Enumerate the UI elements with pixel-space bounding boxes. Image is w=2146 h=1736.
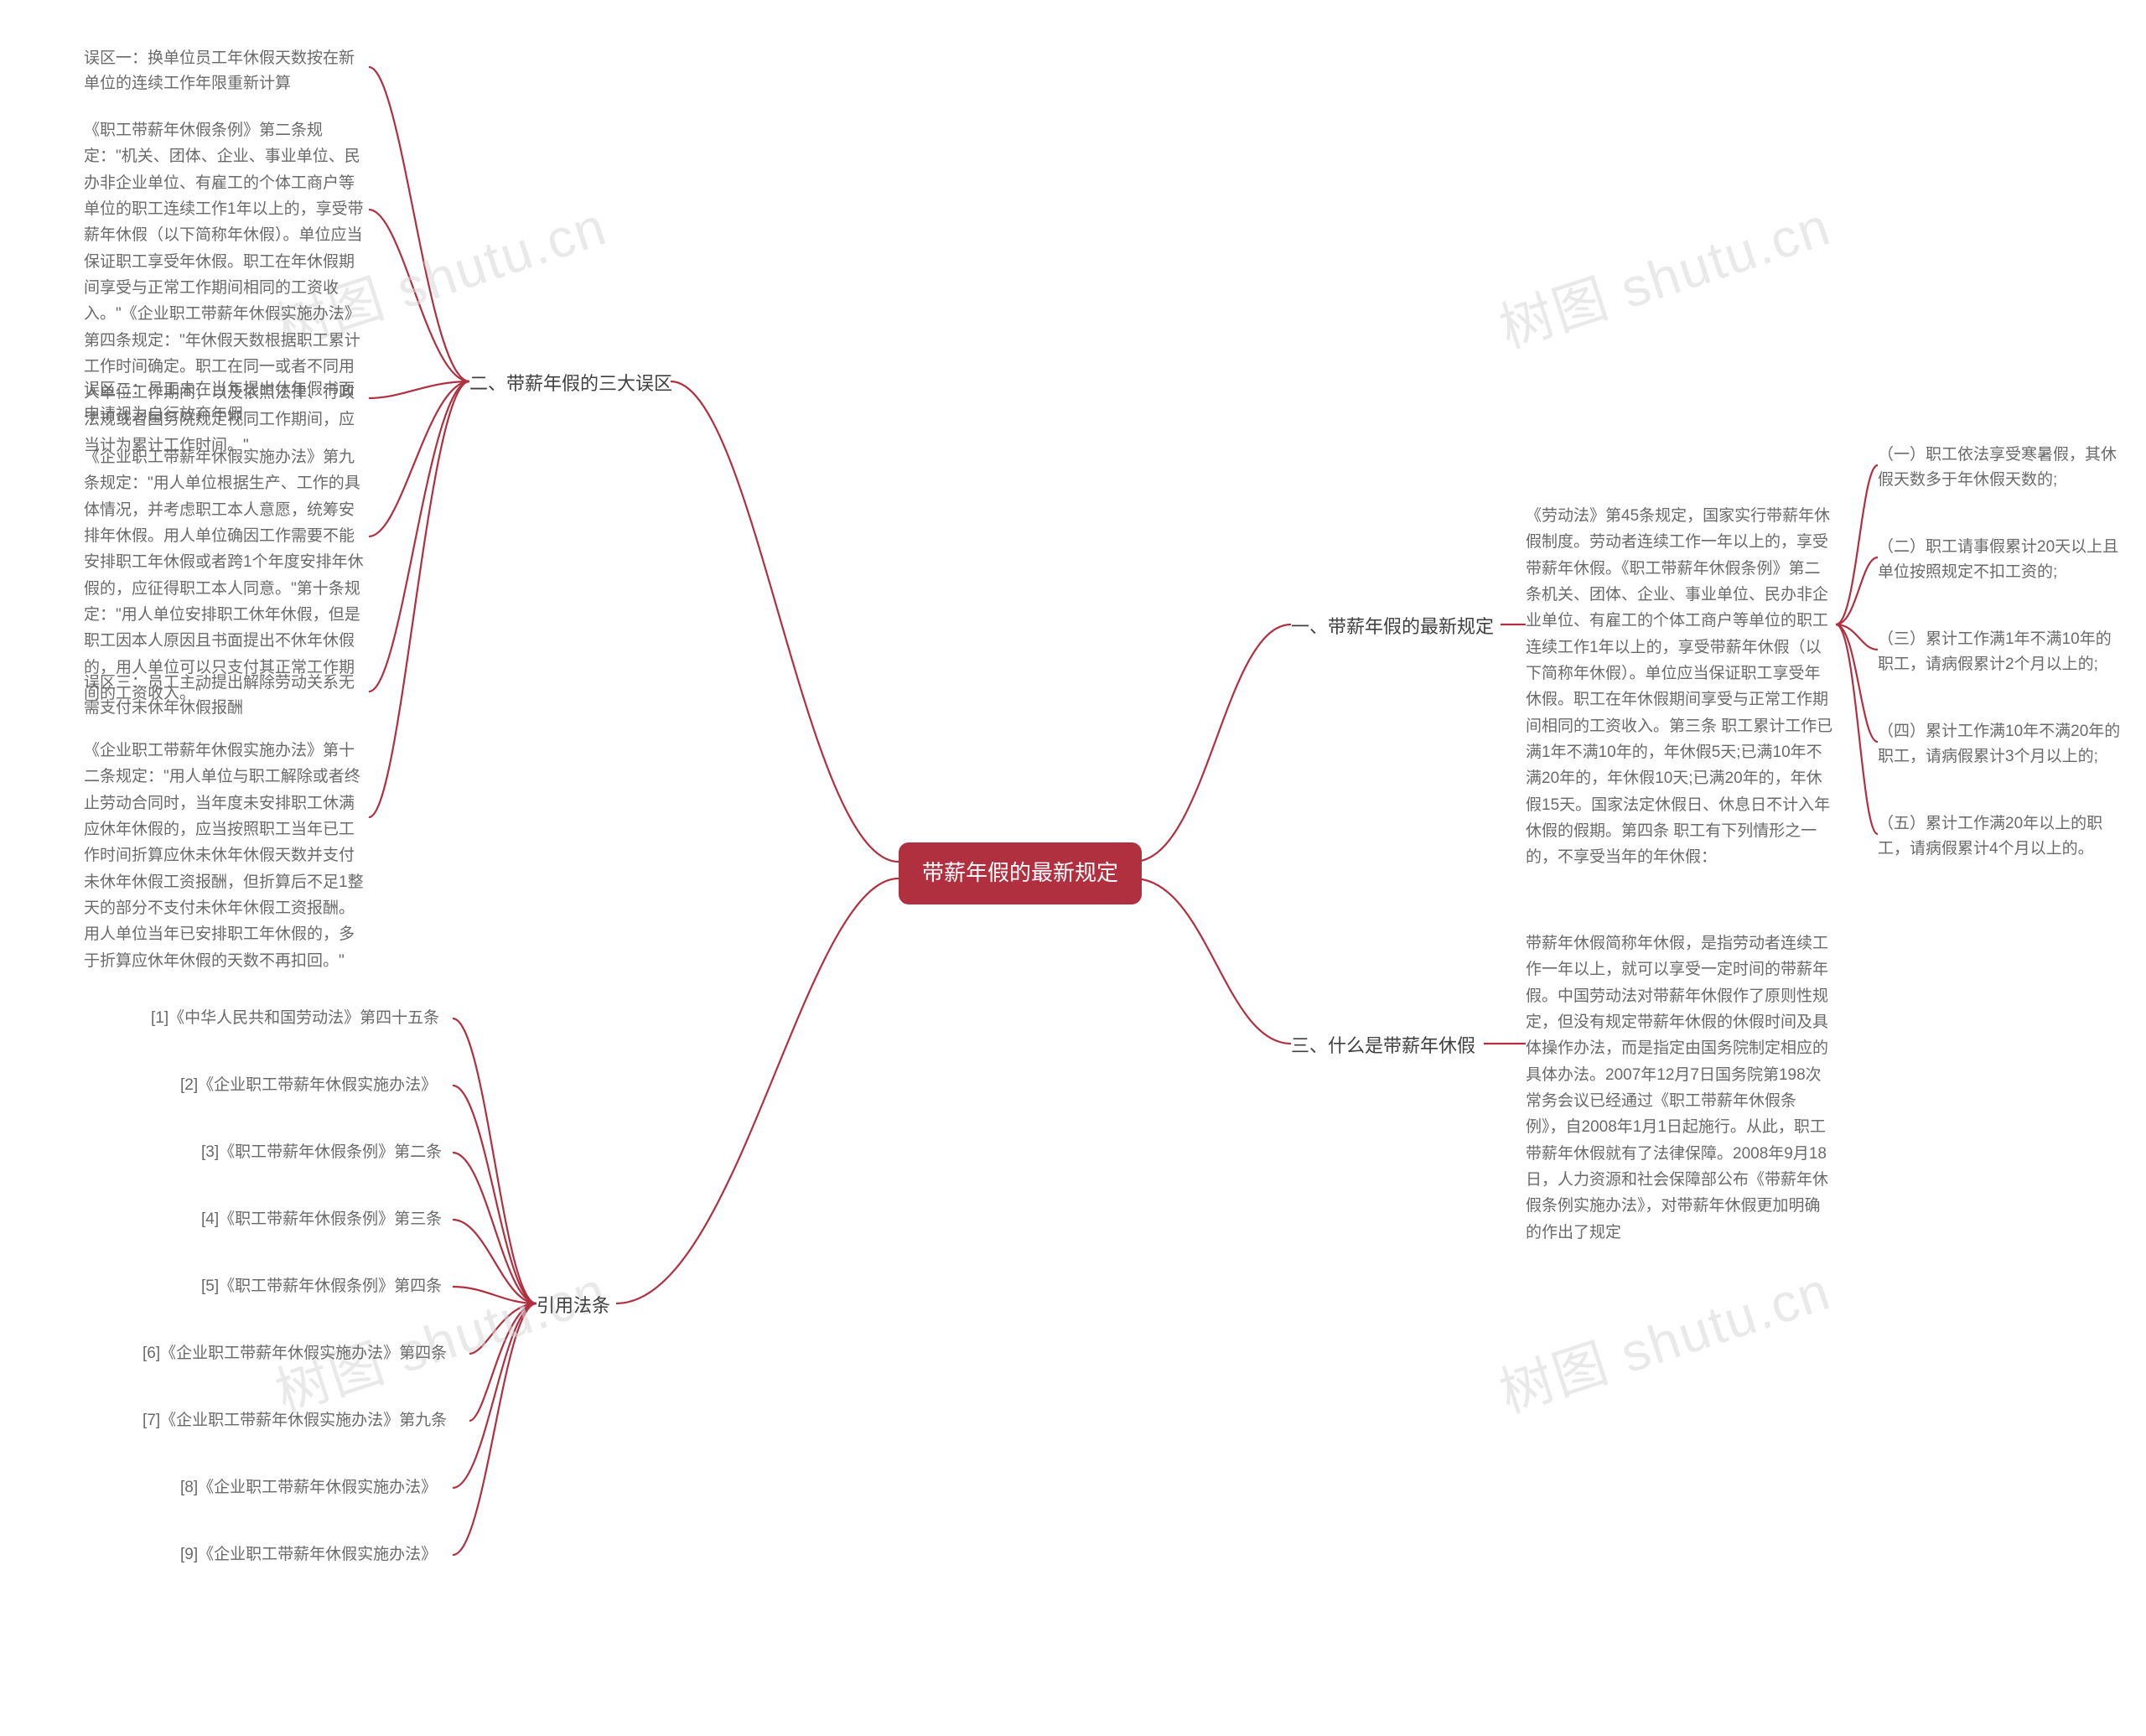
- watermark: 树图 shutu.cn: [1489, 1248, 1839, 1428]
- rule-item-1: （一）职工依法享受寒暑假，其休假天数多于年休假天数的;: [1878, 443, 2121, 494]
- misconception-2-title: 误区二：员工未在当年提出休年假书面申请视为自行放弃年假: [84, 377, 369, 428]
- branch-references[interactable]: 引用法条: [536, 1291, 610, 1320]
- ref-5: [5]《职工带薪年休假条例》第四条: [201, 1274, 442, 1299]
- mindmap-root[interactable]: 带薪年假的最新规定: [899, 842, 1142, 904]
- rule-item-2: （二）职工请事假累计20天以上且单位按照规定不扣工资的;: [1878, 535, 2121, 586]
- branch-what-is-detail: 带薪年休假简称年休假，是指劳动者连续工作一年以上，就可以享受一定时间的带薪年假。…: [1526, 930, 1836, 1246]
- ref-3: [3]《职工带薪年休假条例》第二条: [201, 1140, 442, 1165]
- misconception-2-body: 《企业职工带薪年休假实施办法》第九条规定："用人单位根据生产、工作的具体情况，并…: [84, 444, 369, 707]
- misconception-3-body: 《企业职工带薪年休假实施办法》第十二条规定："用人单位与职工解除或者终止劳动合同…: [84, 738, 369, 974]
- ref-6: [6]《企业职工带薪年休假实施办法》第四条: [143, 1341, 447, 1366]
- rule-item-3: （三）累计工作满1年不满10年的职工，请病假累计2个月以上的;: [1878, 627, 2121, 678]
- watermark: 树图 shutu.cn: [1489, 184, 1839, 363]
- branch-latest-rules-detail: 《劳动法》第45条规定，国家实行带薪年休假制度。劳动者连续工作一年以上的，享受带…: [1526, 503, 1836, 871]
- ref-1: [1]《中华人民共和国劳动法》第四十五条: [151, 1006, 439, 1031]
- branch-latest-rules[interactable]: 一、带薪年假的最新规定: [1291, 612, 1494, 641]
- ref-2: [2]《企业职工带薪年休假实施办法》: [180, 1073, 437, 1098]
- ref-4: [4]《职工带薪年休假条例》第三条: [201, 1207, 442, 1232]
- misconception-1-title: 误区一：换单位员工年休假天数按在新单位的连续工作年限重新计算: [84, 46, 369, 97]
- branch-what-is[interactable]: 三、什么是带薪年休假: [1291, 1031, 1475, 1060]
- ref-7: [7]《企业职工带薪年休假实施办法》第九条: [143, 1408, 447, 1433]
- branch-misconceptions[interactable]: 二、带薪年假的三大误区: [469, 369, 672, 398]
- rule-item-4: （四）累计工作满10年不满20年的职工，请病假累计3个月以上的;: [1878, 719, 2121, 770]
- ref-8: [8]《企业职工带薪年休假实施办法》: [180, 1475, 437, 1500]
- ref-9: [9]《企业职工带薪年休假实施办法》: [180, 1542, 437, 1568]
- misconception-3-title: 误区三：员工主动提出解除劳动关系无需支付未休年休假报酬: [84, 671, 369, 722]
- rule-item-5: （五）累计工作满20年以上的职工，请病假累计4个月以上的。: [1878, 811, 2121, 863]
